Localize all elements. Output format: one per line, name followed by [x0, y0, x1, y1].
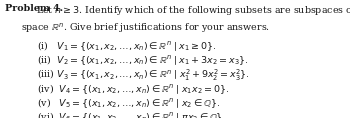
Text: (vi)  $V_6 = \{(x_1, x_2, \ldots, x_n) \in \mathbb{R}^n \mid \pi x_2 \in \mathbb: (vi) $V_6 = \{(x_1, x_2, \ldots, x_n) \i… [37, 110, 226, 118]
Text: space $\mathbb{R}^n$. Give brief justifications for your answers.: space $\mathbb{R}^n$. Give brief justifi… [21, 21, 270, 35]
Text: (v)   $V_5 = \{(x_1, x_2, \ldots, x_n) \in \mathbb{R}^n \mid x_2 \in \mathbb{Q}\: (v) $V_5 = \{(x_1, x_2, \ldots, x_n) \in… [37, 96, 220, 110]
Text: Problem 4.: Problem 4. [5, 4, 63, 13]
Text: Let $n \geq 3$. Identify which of the following subsets are subspaces of the $\m: Let $n \geq 3$. Identify which of the fo… [30, 4, 350, 17]
Text: (i)   $V_1 = \{(x_1, x_2, \ldots, x_n) \in \mathbb{R}^n \mid x_1 \geq 0\}.$: (i) $V_1 = \{(x_1, x_2, \ldots, x_n) \in… [37, 40, 217, 53]
Text: (ii)  $V_2 = \{(x_1, x_2, \ldots, x_n) \in \mathbb{R}^n \mid x_1 + 3x_2 = x_3\}.: (ii) $V_2 = \{(x_1, x_2, \ldots, x_n) \i… [37, 54, 248, 67]
Text: (iii) $V_3 = \{(x_1, x_2, \ldots, x_n) \in \mathbb{R}^n \mid x_1^2 + 9x_2^2 = x_: (iii) $V_3 = \{(x_1, x_2, \ldots, x_n) \… [37, 68, 250, 83]
Text: (iv)  $V_4 = \{(x_1, x_2, \ldots, x_n) \in \mathbb{R}^n \mid x_1 x_2 = 0\}.$: (iv) $V_4 = \{(x_1, x_2, \ldots, x_n) \i… [37, 82, 229, 96]
